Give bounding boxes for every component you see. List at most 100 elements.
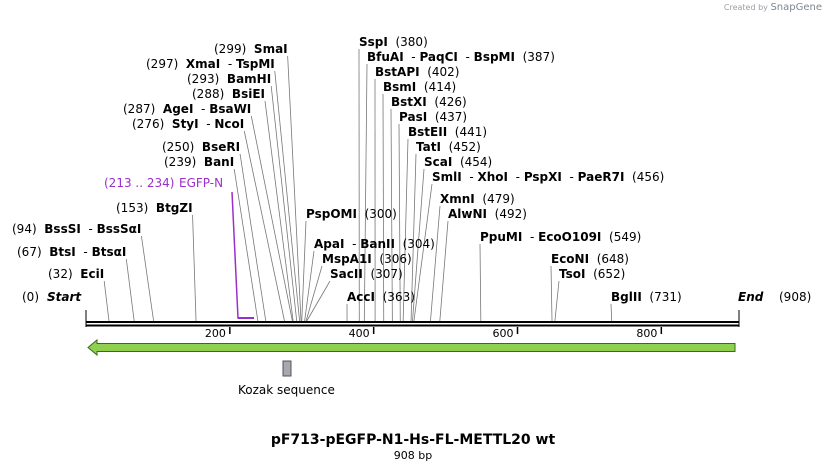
site-position: (441): [455, 125, 487, 139]
enzyme-separator: -: [76, 245, 92, 259]
site-label-xmni[interactable]: XmnI (479): [440, 192, 515, 206]
map-title: pF713-pEGFP-N1-Hs-FL-METTL20 wt: [271, 432, 556, 448]
enzyme-name: BtsαI: [92, 245, 127, 259]
site-label-bstxi[interactable]: BstXI (426): [391, 95, 467, 109]
map-subtitle: 908 bp: [394, 449, 432, 462]
enzyme-name: PspOMI: [306, 207, 357, 221]
label-gap: [642, 290, 650, 304]
label-gap: [164, 117, 172, 131]
site-label-smli-xhoi-pspxi-paer7i[interactable]: SmlI - XhoI - PspXI - PaeR7I (456): [432, 170, 664, 184]
enzyme-name: XmnI: [440, 192, 475, 206]
label-gap: [452, 155, 460, 169]
site-label-sspi[interactable]: SspI (380): [359, 35, 428, 49]
kozak-feature-box: [282, 360, 292, 377]
site-label-mspa1i[interactable]: MspA1I (306): [322, 252, 412, 266]
site-leader-line: [274, 70, 300, 322]
site-leader-line: [390, 108, 393, 322]
enzyme-name: PaqCI: [419, 50, 457, 64]
site-label-ppumi-ecoo109i[interactable]: PpuMI - EcoO109I (549): [480, 230, 641, 244]
site-label-btgzi[interactable]: (153) BtgZI: [116, 201, 193, 215]
site-label-pspomi[interactable]: PspOMI (300): [306, 207, 397, 221]
site-label-bsiei[interactable]: (288) BsiEI: [192, 87, 265, 101]
label-gap: [42, 245, 50, 259]
site-leader-line: [103, 280, 110, 322]
site-position: (297): [146, 57, 178, 71]
site-label-econi[interactable]: EcoNI (648): [551, 252, 629, 266]
site-label-bseri[interactable]: (250) BseRI: [162, 140, 240, 154]
site-label-bani[interactable]: (239) BanI: [164, 155, 234, 169]
site-label-bstapi[interactable]: BstAPI (402): [375, 65, 460, 79]
kozak-feature[interactable]: Kozak sequence: [238, 360, 335, 397]
label-gap: [447, 125, 455, 139]
site-label-btsi-btsi[interactable]: (67) BtsI - BtsαI: [17, 245, 126, 259]
label-gap: [148, 201, 156, 215]
site-position: (67): [17, 245, 42, 259]
site-position: (300): [365, 207, 397, 221]
label-gap: [194, 140, 202, 154]
enzyme-separator: -: [404, 50, 420, 64]
label-gap: [178, 57, 186, 71]
site-leader-line: [412, 168, 425, 322]
start-position: (0): [22, 290, 39, 304]
site-position: (426): [434, 95, 466, 109]
axis-tick-label: 800: [636, 327, 657, 340]
site-position: (479): [482, 192, 514, 206]
enzyme-name: TatI: [416, 140, 441, 154]
site-position: (648): [597, 252, 629, 266]
site-leader-line: [363, 63, 368, 322]
enzyme-name: SmaI: [254, 42, 288, 56]
site-label-tsoi[interactable]: TsoI (652): [559, 267, 625, 281]
site-position: (452): [449, 140, 481, 154]
branding-prefix: Created by: [723, 3, 768, 12]
enzyme-separator: -: [344, 237, 360, 251]
site-leader-line: [610, 303, 613, 322]
site-label-alwni[interactable]: AlwNI (492): [448, 207, 527, 221]
site-label-sacii[interactable]: SacII (307): [330, 267, 403, 281]
label-gap: [224, 87, 232, 101]
site-label-scai[interactable]: ScaI (454): [424, 155, 492, 169]
enzyme-name: BstXI: [391, 95, 427, 109]
site-leader-lines: [103, 48, 613, 322]
axis-ticks: 200 400 600 800: [205, 327, 663, 340]
site-leader-line: [192, 214, 197, 322]
axis-tick-label: 400: [349, 327, 370, 340]
site-label-styi-ncoi[interactable]: (276) StyI - NcoI: [132, 117, 244, 131]
site-label-smai[interactable]: (299) SmaI: [214, 42, 288, 56]
enzyme-name: BstEII: [408, 125, 447, 139]
site-position: (456): [632, 170, 664, 184]
site-position: (288): [192, 87, 224, 101]
site-label-tati[interactable]: TatI (452): [416, 140, 481, 154]
site-leader-line: [305, 265, 323, 322]
site-label-xmai-tspmi[interactable]: (297) XmaI - TspMI: [146, 57, 275, 71]
primer-egfp-n[interactable]: (213 .. 234) EGFP-N: [104, 176, 254, 319]
site-label-apai-banii[interactable]: ApaI - BanII (304): [314, 237, 435, 251]
site-label-bamhi[interactable]: (293) BamHI: [187, 72, 271, 86]
orf-arrow[interactable]: [87, 338, 736, 357]
enzyme-name: BsaWI: [209, 102, 251, 116]
label-gap: [416, 80, 424, 94]
site-label-ecii[interactable]: (32) EciI: [48, 267, 104, 281]
enzyme-name: NcoI: [214, 117, 244, 131]
site-label-pasi[interactable]: PasI (437): [399, 110, 467, 124]
primer-range: (213 .. 234): [104, 176, 174, 190]
site-leader-line: [550, 265, 553, 322]
enzyme-name: BsiEI: [232, 87, 265, 101]
enzyme-separator: -: [508, 170, 524, 184]
site-label-bsmi[interactable]: BsmI (414): [383, 80, 456, 94]
enzyme-name: StyI: [172, 117, 199, 131]
site-label-bglii[interactable]: BglII (731): [611, 290, 682, 304]
site-position: (94): [12, 222, 37, 236]
site-position: (402): [427, 65, 459, 79]
label-gap: [37, 222, 45, 236]
site-leader-line: [287, 55, 302, 322]
enzyme-separator: -: [220, 57, 236, 71]
enzyme-separator: -: [81, 222, 97, 236]
site-label-bfuai-paqci-bspmi[interactable]: BfuAI - PaqCI - BspMI (387): [367, 50, 555, 64]
site-label-bsssi-bsssi[interactable]: (94) BssSI - BssSαI: [12, 222, 141, 236]
label-gap: [427, 95, 435, 109]
site-label-acci[interactable]: AccI (363): [347, 290, 415, 304]
site-label-bsteii[interactable]: BstEII (441): [408, 125, 487, 139]
label-gap: [155, 102, 163, 116]
site-label-agei-bsawi[interactable]: (287) AgeI - BsaWI: [123, 102, 251, 116]
site-leader-line: [264, 100, 294, 322]
